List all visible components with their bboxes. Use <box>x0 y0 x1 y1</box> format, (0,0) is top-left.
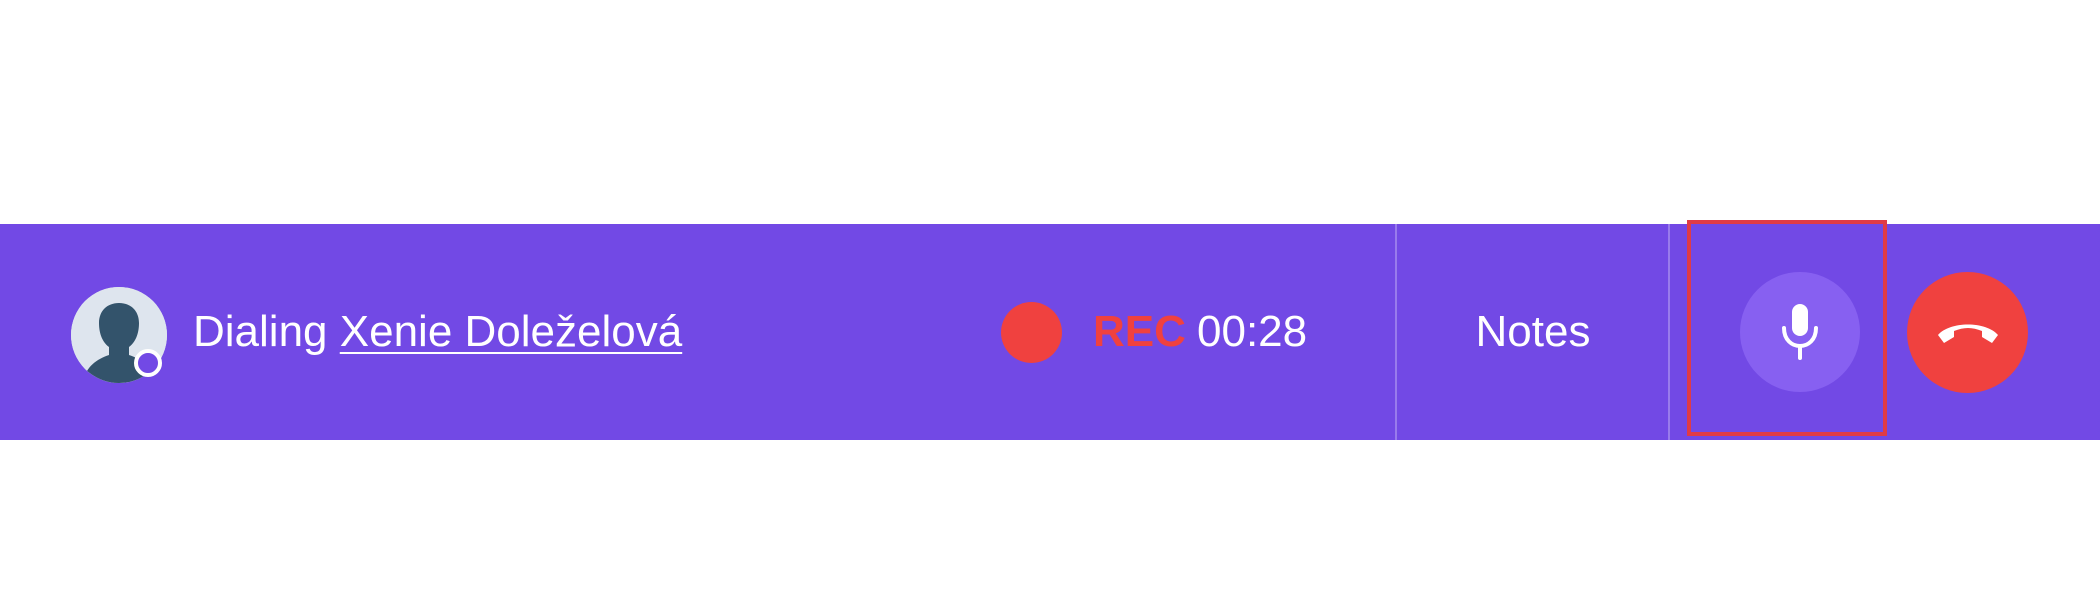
call-status: Dialing Xenie Doleželová <box>193 300 682 364</box>
divider <box>1668 224 1670 440</box>
mute-button[interactable] <box>1740 272 1860 392</box>
contact-name-link[interactable]: Xenie Doleželová <box>339 307 683 356</box>
call-status-prefix: Dialing <box>193 307 328 356</box>
phone-hangup-icon <box>1937 324 1998 343</box>
mute-highlight <box>1687 220 1887 436</box>
recording-label: REC <box>1093 307 1186 356</box>
call-bar: Dialing Xenie Doleželová REC 00:28 Notes <box>0 220 2100 440</box>
notes-button[interactable]: Notes <box>1397 224 1669 440</box>
record-dot-icon <box>1001 302 1062 363</box>
microphone-icon <box>1782 304 1818 360</box>
divider <box>1395 224 1397 440</box>
presence-dot-icon <box>134 349 162 377</box>
hangup-button[interactable] <box>1907 272 2028 393</box>
call-timer: 00:28 <box>1197 307 1308 356</box>
contact-avatar <box>71 287 167 383</box>
